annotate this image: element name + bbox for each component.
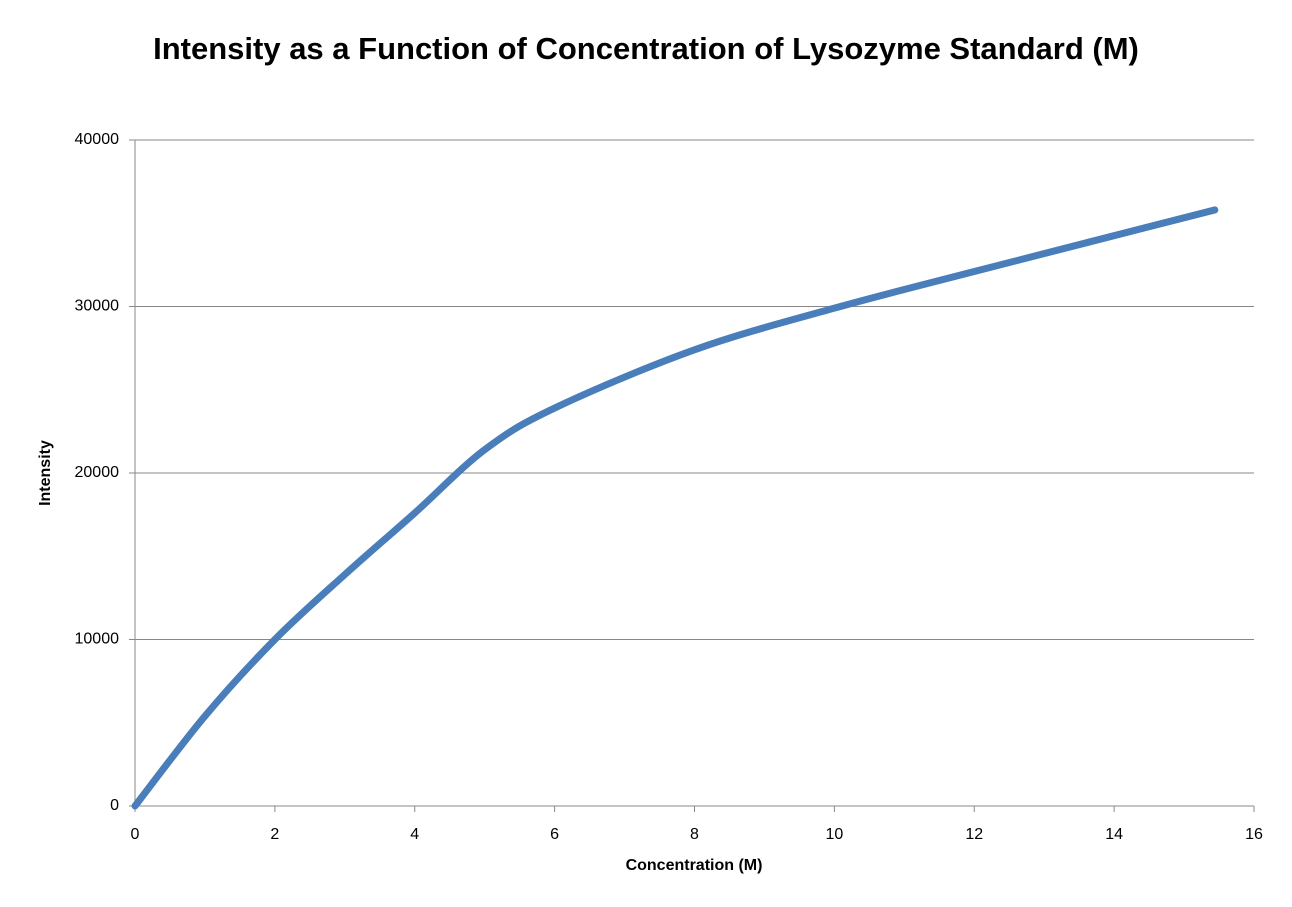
chart-title: Intensity as a Function of Concentration… bbox=[153, 31, 1139, 66]
x-tick-label: 16 bbox=[1245, 826, 1263, 843]
x-tick-label: 6 bbox=[550, 826, 559, 843]
data-line bbox=[131, 206, 1219, 810]
y-tick-label: 0 bbox=[110, 797, 119, 814]
y-tick-label: 30000 bbox=[75, 298, 120, 315]
x-tick-label: 14 bbox=[1105, 826, 1123, 843]
y-tick-label: 40000 bbox=[75, 131, 120, 148]
x-tick-label: 0 bbox=[131, 826, 140, 843]
x-tick-label: 10 bbox=[825, 826, 843, 843]
y-axis-title: Intensity bbox=[37, 440, 54, 506]
x-tick-label: 4 bbox=[410, 826, 419, 843]
x-tick-label: 12 bbox=[965, 826, 983, 843]
y-tick-label: 20000 bbox=[75, 464, 120, 481]
x-axis-title: Concentration (M) bbox=[626, 857, 763, 874]
x-tick-label: 2 bbox=[270, 826, 279, 843]
y-tick-label: 10000 bbox=[75, 631, 120, 648]
x-tick-label: 8 bbox=[690, 826, 699, 843]
